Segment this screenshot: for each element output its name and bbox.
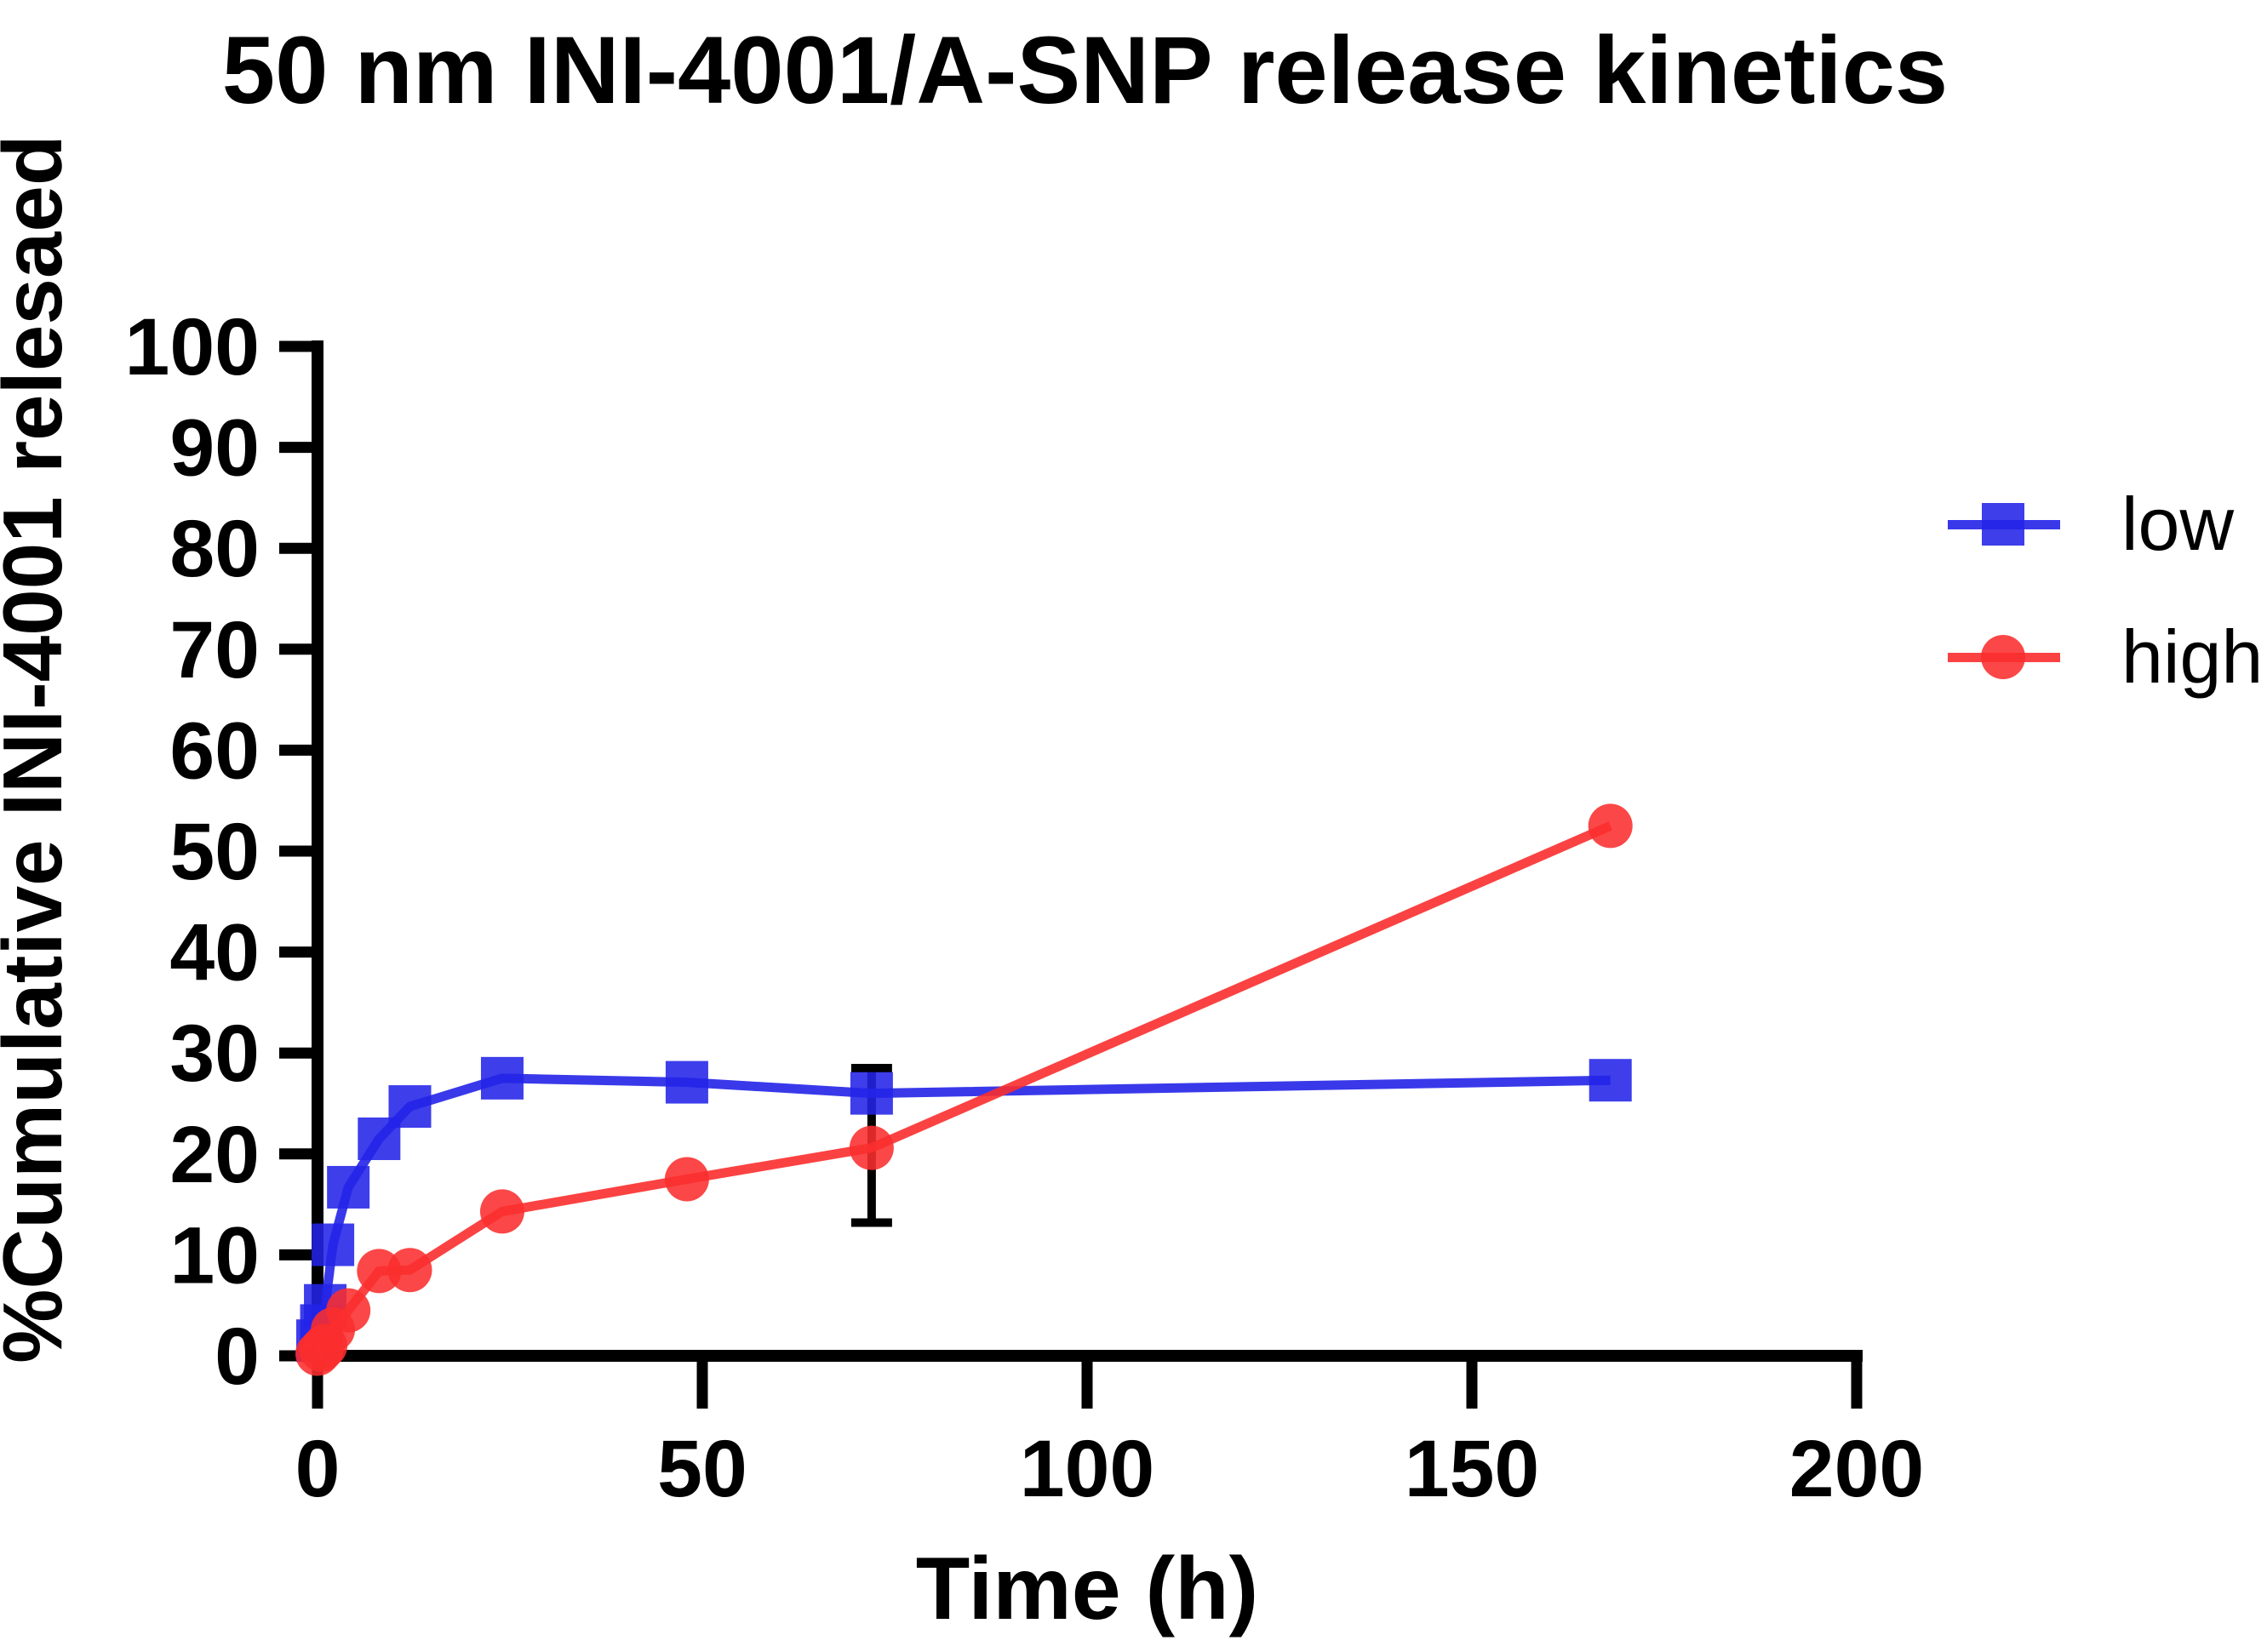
svg-text:0: 0: [295, 1424, 341, 1514]
svg-text:20: 20: [169, 1110, 260, 1200]
chart-title: 50 nm INI-4001/A-SNP release kinetics: [221, 17, 1949, 123]
legend-label-low: low: [2121, 482, 2235, 566]
legend-item-high: high: [1948, 616, 2263, 698]
svg-text:50: 50: [657, 1424, 747, 1514]
data-series: [295, 803, 1633, 1376]
y-axis-title: %Cumulative INI-4001 relesaed: [0, 134, 79, 1363]
svg-text:200: 200: [1789, 1424, 1925, 1514]
legend-circle-marker-icon: [1948, 616, 2060, 698]
legend-square-marker-icon: [1948, 483, 2060, 565]
svg-text:40: 40: [169, 908, 260, 998]
axes: 0 10 20 30 40 50 60 70 80 90 100 0 50 100 150 200: [124, 302, 1924, 1514]
svg-text:30: 30: [169, 1009, 260, 1099]
svg-text:50: 50: [169, 807, 260, 897]
svg-text:10: 10: [169, 1210, 260, 1300]
legend: low high: [1948, 483, 2263, 698]
legend-item-low: low: [1948, 483, 2263, 565]
svg-text:150: 150: [1405, 1424, 1540, 1514]
svg-text:70: 70: [169, 605, 260, 695]
svg-text:80: 80: [169, 504, 260, 594]
svg-text:0: 0: [215, 1312, 260, 1402]
svg-text:60: 60: [169, 706, 260, 796]
x-axis-title: Time (h): [916, 1540, 1259, 1638]
svg-text:100: 100: [124, 302, 260, 392]
legend-label-high: high: [2121, 614, 2264, 699]
svg-text:90: 90: [169, 403, 260, 494]
svg-text:100: 100: [1020, 1424, 1155, 1514]
